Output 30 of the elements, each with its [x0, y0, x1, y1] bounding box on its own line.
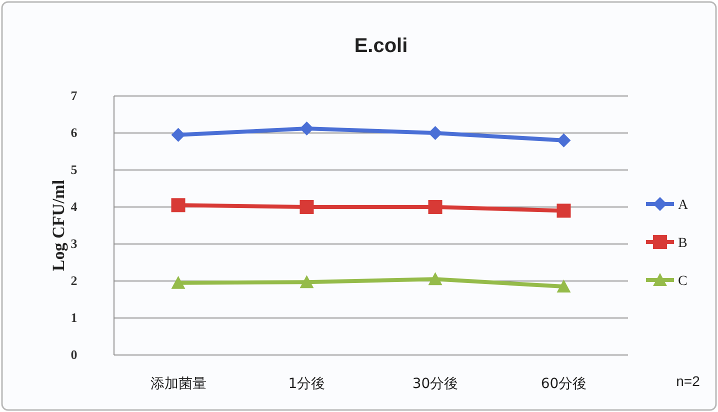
x-tick-label: 30分後	[412, 376, 458, 392]
point	[428, 200, 442, 214]
chart-title: E.coli	[354, 35, 408, 57]
y-tick-label: 2	[70, 273, 78, 288]
y-tick-label: 5	[70, 162, 78, 177]
x-tick-label: 1分後	[288, 376, 326, 392]
text: n=2	[676, 373, 700, 389]
x-tick-label: 60分後	[540, 376, 587, 392]
y-axis-title: Log CFU/ml	[49, 180, 68, 272]
point	[171, 198, 186, 212]
y-tick-label: 3	[70, 236, 78, 251]
point	[171, 128, 186, 142]
y-tick-label: 1	[70, 310, 78, 325]
point	[300, 200, 314, 214]
y-tick-label: 6	[70, 125, 78, 140]
y-tick-label: 7	[70, 88, 78, 103]
point	[300, 122, 314, 136]
point	[428, 272, 442, 286]
point	[171, 276, 186, 289]
y-tick-label: 4	[70, 199, 78, 214]
legend-label: C	[678, 274, 688, 289]
point	[556, 204, 571, 218]
point	[428, 126, 442, 140]
point	[300, 275, 314, 288]
y-tick-label: 0	[70, 347, 78, 362]
x-tick-label: 添加菌量	[150, 376, 206, 392]
legend-label: A	[678, 198, 689, 213]
point	[556, 133, 571, 148]
point	[556, 280, 571, 293]
legend-label: B	[678, 236, 688, 251]
